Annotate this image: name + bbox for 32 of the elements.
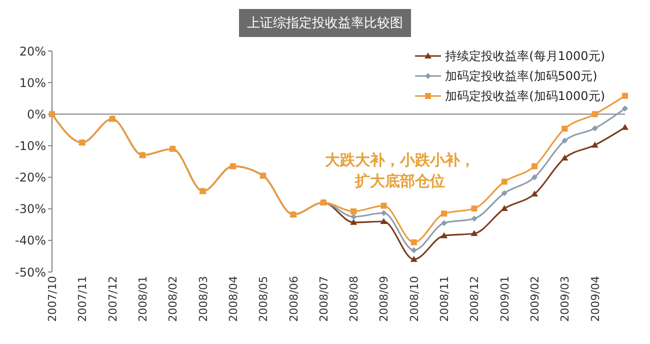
x-tick-label: 2008/12 <box>468 276 482 322</box>
x-tick-label: 2007/10 <box>46 276 59 322</box>
x-tick-label: 2008/09 <box>378 276 391 322</box>
x-tick-label: 2007/11 <box>76 276 90 322</box>
y-tick-label: -40% <box>14 234 46 248</box>
x-tick-label: 2007/12 <box>106 276 120 322</box>
x-tick-label: 2009/04 <box>588 276 602 322</box>
y-tick-label: 20% <box>19 44 46 58</box>
y-tick-label: -10% <box>14 138 46 153</box>
x-tick-label: 2008/07 <box>317 276 330 322</box>
legend-label: 持续定投收益率(每月1000元) <box>445 48 605 64</box>
x-tick-label: 2008/11 <box>438 276 452 322</box>
x-tick-label: 2009/03 <box>558 276 572 322</box>
x-tick-label: 2008/05 <box>257 276 270 322</box>
x-tick-label: 2008/04 <box>226 276 240 322</box>
x-tick-label: 2009/01 <box>498 276 512 322</box>
x-tick-label: 2008/06 <box>287 276 300 322</box>
y-tick-label: -50% <box>14 265 46 280</box>
x-tick-label: 2008/10 <box>408 276 421 322</box>
x-tick-label: 2009/02 <box>528 276 542 322</box>
x-tick-label: 2008/03 <box>196 276 210 322</box>
legend-label: 加码定投收益率(加码1000元) <box>445 88 605 104</box>
x-tick-label: 2008/08 <box>348 276 361 322</box>
chart-title: 上证综指定投收益率比较图 <box>239 9 411 37</box>
x-tick-label: 2008/01 <box>136 276 150 322</box>
y-tick-label: 0% <box>26 107 46 122</box>
x-tick-label: 2008/02 <box>166 276 180 322</box>
y-tick-label: 10% <box>19 76 46 90</box>
y-tick-label: -20% <box>14 170 46 185</box>
legend-label: 加码定投收益率(加码500元) <box>445 68 598 84</box>
annotation: 大跌大补，小跌小补，扩大底部仓位 <box>324 150 476 192</box>
y-tick-label: -30% <box>14 202 46 216</box>
